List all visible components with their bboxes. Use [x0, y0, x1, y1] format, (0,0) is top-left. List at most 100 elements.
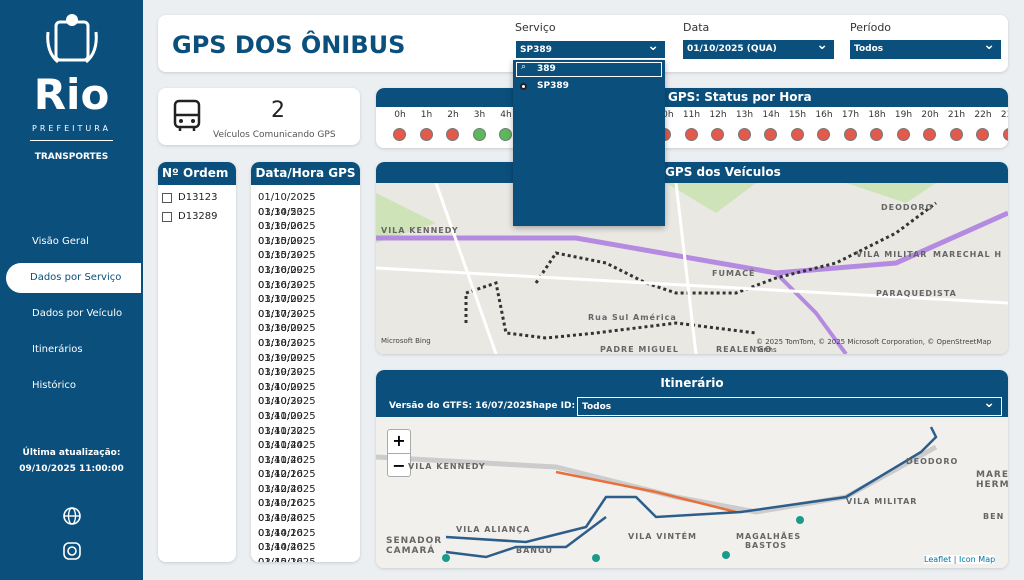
map-label: VILA VINTÉM: [628, 532, 697, 541]
map-label: VILA KENNEDY: [408, 462, 486, 471]
timestamp-row: 01/10/2025 03:42:46: [258, 469, 316, 495]
nav-item[interactable]: Dados por Serviço: [6, 263, 141, 293]
hour-label: 4h: [500, 110, 512, 120]
gps-map-title: Mapa de GPS dos Veículos: [376, 162, 1008, 183]
filter-label: Serviço: [515, 21, 556, 34]
zoom-out[interactable]: −: [387, 453, 411, 477]
dropdown-option[interactable]: SP389: [537, 81, 569, 91]
filter-select[interactable]: SP389: [515, 37, 666, 59]
hour-label: 2h: [447, 110, 459, 120]
vehicles-header: Nº Ordem: [158, 162, 236, 185]
hour-label: 16h: [815, 110, 833, 120]
hour-status: [870, 128, 883, 141]
shape-label: Shape ID:: [526, 401, 576, 411]
timestamp-row: 01/10/2025 03:39:09: [258, 337, 316, 364]
filter-select[interactable]: 01/10/2025 (QUA): [683, 36, 834, 59]
hour-status: [737, 128, 751, 141]
brand: Rio: [33, 70, 110, 119]
timestamp-row: 01/10/2025 03:45:31: [258, 556, 360, 562]
map-provider: Microsoft Bing: [381, 337, 431, 345]
map-label: BEN: [983, 512, 1005, 521]
hour-status: [817, 128, 830, 141]
leaflet-attribution[interactable]: Leaflet | Icon Map: [924, 555, 996, 564]
timestamp-row: 01/10/2025 03:45:16: [258, 542, 316, 562]
nav-item[interactable]: Itinerários: [32, 344, 83, 355]
vehicle-row[interactable]: D13289: [162, 207, 218, 226]
shape-select[interactable]: Todos: [577, 394, 1002, 416]
timestamp-row: 01/10/2025 03:44:16: [258, 513, 316, 539]
map-label: REALENGO: [716, 345, 773, 354]
hourly-card: Comunicando GPS: Status por Hora 0h 1h 2h 3…: [376, 88, 1008, 148]
map-attribution[interactable]: © 2025 TomTom, © 2025 Microsoft Corporat…: [756, 338, 992, 354]
map-label: PARAQUEDISTA: [876, 289, 957, 298]
bus-icon: [173, 99, 201, 131]
timestamp-row: 01/10/2025 03:39:39: [258, 352, 316, 379]
map-label: DEODORO: [881, 203, 934, 212]
hour-label: 21h: [947, 110, 966, 120]
map-label: PADRE MIGUEL: [600, 345, 679, 354]
hour-label: 18h: [868, 110, 886, 120]
nav-item[interactable]: Visão Geral: [32, 236, 89, 247]
hour-label: 0h: [394, 110, 406, 120]
vehicle-id: D13289: [178, 211, 218, 222]
timestamp-row: 01/10/2025 03:40:09: [258, 367, 316, 393]
timestamp-row: 01/10/2025 03:40:39: [258, 381, 316, 408]
gps-map-card: Mapa de GPS dos Veículos Microsoft Bing …: [376, 162, 1008, 354]
filter-select[interactable]: Todos: [850, 36, 1001, 59]
timestamp-row: 01/10/2025 03:37:09: [258, 279, 316, 306]
hour-label: 14h: [762, 110, 780, 120]
instagram-icon[interactable]: [62, 541, 82, 561]
hour-label: 19h: [894, 110, 913, 120]
nav-item[interactable]: Histórico: [32, 380, 77, 391]
checkbox[interactable]: [162, 192, 172, 203]
hourly-title: Comunicando GPS: Status por Hora: [376, 88, 1008, 107]
hour-status: [393, 128, 406, 141]
option-radio: [520, 83, 527, 90]
hour-status: [419, 128, 433, 141]
timestamp-row: 01/10/2025 03:43:16: [258, 483, 316, 510]
vehicle-id: D13123: [178, 192, 218, 203]
vehicles-card: Nº Ordem D13123 D13289: [158, 162, 236, 562]
timestamp-row: 01/10/2025 03:41:32: [258, 410, 316, 437]
dropdown-search[interactable]: 389: [537, 64, 556, 74]
map-label: DEODORO: [906, 457, 959, 466]
hour-status: [976, 128, 989, 141]
hour-label: 11h: [682, 110, 701, 120]
filter-label: Data: [683, 21, 710, 34]
hour-label: 3h: [473, 110, 486, 120]
itinerary-title: Itinerário: [376, 370, 1008, 396]
hour-status: [711, 128, 724, 141]
kpi-value: 2: [271, 98, 285, 123]
coat-of-arms: [46, 14, 98, 64]
map-label: MARECHAL H: [933, 250, 1003, 259]
map-label: SENADOR CAMARÁ: [386, 536, 443, 556]
map-label: MAGALHÃES BASTOS: [736, 532, 802, 550]
hour-status: [499, 128, 512, 141]
timestamp-row: 01/10/2025 03:38:09: [258, 308, 316, 335]
timestamp-row: 01/10/2025 03:44:46: [258, 527, 316, 554]
hour-status: [949, 128, 963, 141]
service-dropdown: ⌕ 389 SP389: [513, 60, 665, 226]
vehicle-row[interactable]: D13123: [162, 188, 218, 207]
hour-status: [896, 128, 910, 141]
map-label: VILA KENNEDY: [381, 226, 459, 235]
hour-label: 23h: [1000, 110, 1008, 120]
hour-status: [472, 128, 486, 141]
zoom-in[interactable]: +: [392, 431, 406, 450]
timestamp-row: 01/10/2025 03:37:39: [258, 294, 316, 320]
nav-item[interactable]: Dados por Veículo: [32, 308, 123, 319]
hour-label: 20h: [921, 110, 939, 120]
hour-label: 17h: [841, 110, 860, 120]
map-label: VILA ALIANÇA: [456, 525, 531, 534]
update-value: 09/10/2025 11:00:00: [19, 464, 124, 474]
itinerary-card: Itinerário Versão do GTFS: 16/07/2025 Sh…: [376, 370, 1008, 568]
gtfs-version: Versão do GTFS: 16/07/2025: [389, 401, 532, 411]
hour-status: [446, 128, 459, 141]
hour-label: 13h: [735, 110, 754, 120]
checkbox[interactable]: [162, 211, 172, 222]
hour-status: [790, 128, 804, 141]
update-label: Última atualização:: [22, 448, 121, 458]
timestamp-row: 01/10/2025 03:35:06: [258, 206, 316, 233]
hour-label: 15h: [788, 110, 807, 120]
globe-icon[interactable]: [62, 506, 82, 526]
